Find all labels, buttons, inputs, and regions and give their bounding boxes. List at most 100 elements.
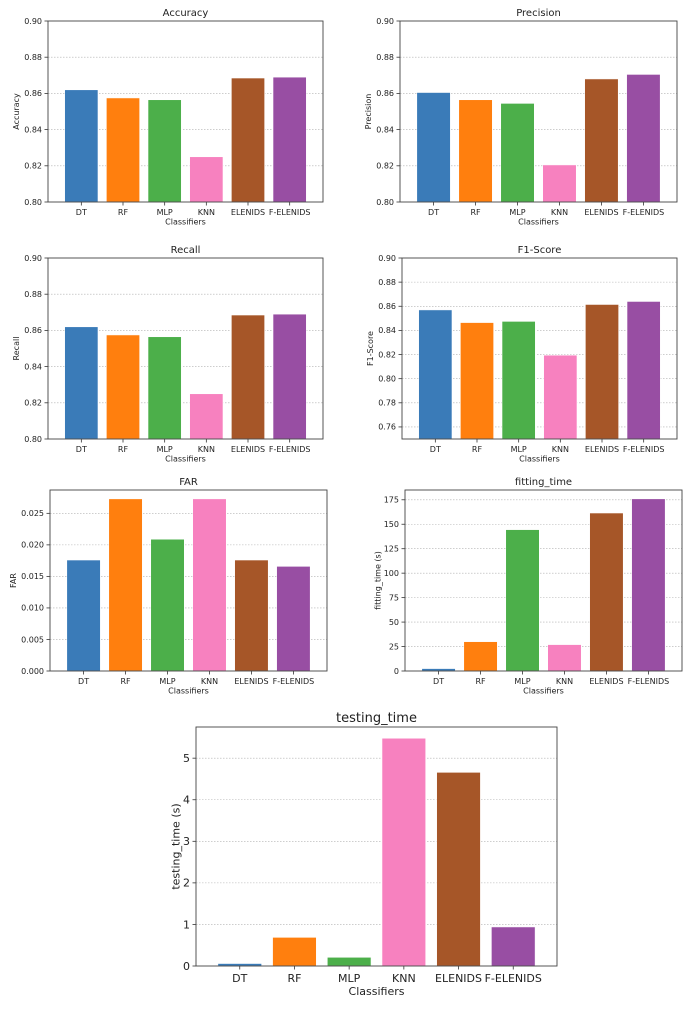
chart-title: F1-Score [518, 245, 562, 256]
x-tick-label: MLP [511, 445, 527, 454]
x-tick-label: ELENIDS [231, 208, 265, 217]
x-tick-label: DT [232, 972, 247, 985]
bar-elenids [436, 772, 481, 967]
y-tick-label: 0.020 [21, 541, 44, 550]
bar-dt [64, 89, 99, 203]
bar-rf [458, 99, 493, 203]
y-tick-label: 0.80 [24, 198, 42, 207]
y-tick-label: 25 [389, 642, 399, 651]
bar-dt [66, 559, 101, 672]
y-tick-label: 100 [384, 569, 399, 578]
x-tick-label: DT [428, 208, 439, 217]
y-tick-label: 0.80 [376, 198, 394, 207]
bar-mlp [150, 538, 185, 672]
bar-f-elenids [272, 313, 307, 440]
axes-frame [401, 257, 678, 440]
bar-dt [418, 309, 453, 440]
y-tick-label: 0.80 [378, 374, 396, 383]
x-tick-label: RF [287, 972, 301, 985]
x-tick-label: F-ELENIDS [269, 208, 311, 217]
x-tick-label: DT [76, 208, 87, 217]
x-tick-label: ELENIDS [435, 972, 482, 985]
y-tick-label: 0.84 [24, 125, 42, 134]
y-tick-label: 175 [384, 496, 399, 505]
bar-elenids [585, 304, 619, 440]
y-tick-label: 0.84 [24, 362, 42, 371]
y-tick-label: 0.80 [24, 435, 42, 444]
y-axis-label: testing_time (s) [169, 803, 182, 889]
x-tick-label: MLP [157, 445, 173, 454]
chart-f1-score: 0.76 0.78 0.80 0.82 0.84 0.86 0.88 0.90 DT RF MLP K… [366, 245, 678, 464]
bar-elenids [231, 314, 265, 440]
x-axis-label: Classifiers [519, 455, 560, 464]
y-tick-label: 0.88 [24, 53, 42, 62]
x-tick-label: F-ELENIDS [485, 972, 542, 985]
x-tick-label: MLP [509, 208, 525, 217]
y-axis-label: Recall [12, 337, 21, 361]
chart-recall: 0.80 0.82 0.84 0.86 0.88 0.90 DT RF MLP KNN ELENID… [12, 245, 324, 464]
bar-rf [272, 937, 317, 967]
bar-rf [460, 322, 494, 440]
chart-title: fitting_time [515, 477, 572, 488]
x-tick-label: RF [120, 677, 131, 686]
bar-knn [381, 737, 427, 967]
y-axis-label: fitting_time (s) [374, 551, 383, 610]
x-axis-label: Classifiers [523, 687, 564, 696]
x-tick-label: KNN [551, 208, 568, 217]
y-tick-label: 0.88 [376, 53, 394, 62]
bar-knn [542, 164, 577, 203]
axes-frame [47, 20, 324, 203]
bar-knn [189, 393, 224, 440]
y-axis-label: F1-Score [366, 331, 375, 366]
bar-elenids [234, 559, 269, 672]
y-tick-label: 0.78 [378, 399, 396, 408]
chart-fitting-time: 0 25 50 75 100 125 150 175 DT RF MLP KNN ELENIDS F-EL… [374, 477, 683, 696]
chart-title: Precision [516, 8, 561, 19]
x-tick-label: DT [433, 677, 444, 686]
chart-title: testing_time [336, 711, 417, 726]
axes-frame [47, 257, 324, 440]
bar-knn [543, 354, 578, 440]
y-tick-label: 0 [394, 667, 399, 676]
x-tick-label: KNN [552, 445, 569, 454]
bar-mlp [326, 956, 372, 967]
bar-f-elenids [626, 301, 661, 440]
x-tick-label: MLP [157, 208, 173, 217]
bar-elenids [584, 78, 619, 203]
y-axis-label: Precision [364, 94, 373, 130]
bar-mlp [501, 321, 536, 440]
bar-f-elenids [626, 74, 661, 203]
axes-frame [195, 726, 558, 967]
bar-rf [108, 498, 143, 672]
y-tick-label: 0.86 [378, 302, 396, 311]
y-tick-label: 0.76 [378, 423, 396, 432]
x-tick-label: F-ELENIDS [628, 677, 670, 686]
bar-f-elenids [272, 76, 307, 203]
x-tick-label: KNN [556, 677, 573, 686]
x-tick-label: RF [470, 208, 481, 217]
y-tick-label: 0.90 [376, 17, 394, 26]
bar-knn [192, 498, 227, 672]
bar-elenids [231, 77, 265, 203]
y-tick-label: 150 [384, 520, 399, 529]
axes-frame [49, 489, 328, 672]
y-tick-label: 0.015 [21, 572, 44, 581]
x-tick-label: DT [76, 445, 87, 454]
chart-far: 0.000 0.005 0.010 0.015 0.020 0.025 DT RF MLP KNN… [9, 477, 328, 696]
x-tick-label: RF [472, 445, 483, 454]
y-tick-label: 0.86 [376, 89, 394, 98]
bar-knn [189, 156, 224, 203]
y-tick-label: 0.84 [376, 125, 394, 134]
bar-f-elenids [276, 566, 311, 672]
y-tick-label: 1 [183, 918, 190, 931]
y-tick-label: 0.005 [21, 635, 44, 644]
x-tick-label: ELENIDS [234, 677, 268, 686]
y-tick-label: 50 [389, 618, 399, 627]
bar-mlp [500, 103, 535, 203]
bar-dt [416, 92, 451, 203]
y-tick-label: 0.86 [24, 89, 42, 98]
y-tick-label: 0.000 [21, 667, 44, 676]
x-tick-label: MLP [338, 972, 361, 985]
chart-title: Accuracy [163, 8, 209, 19]
